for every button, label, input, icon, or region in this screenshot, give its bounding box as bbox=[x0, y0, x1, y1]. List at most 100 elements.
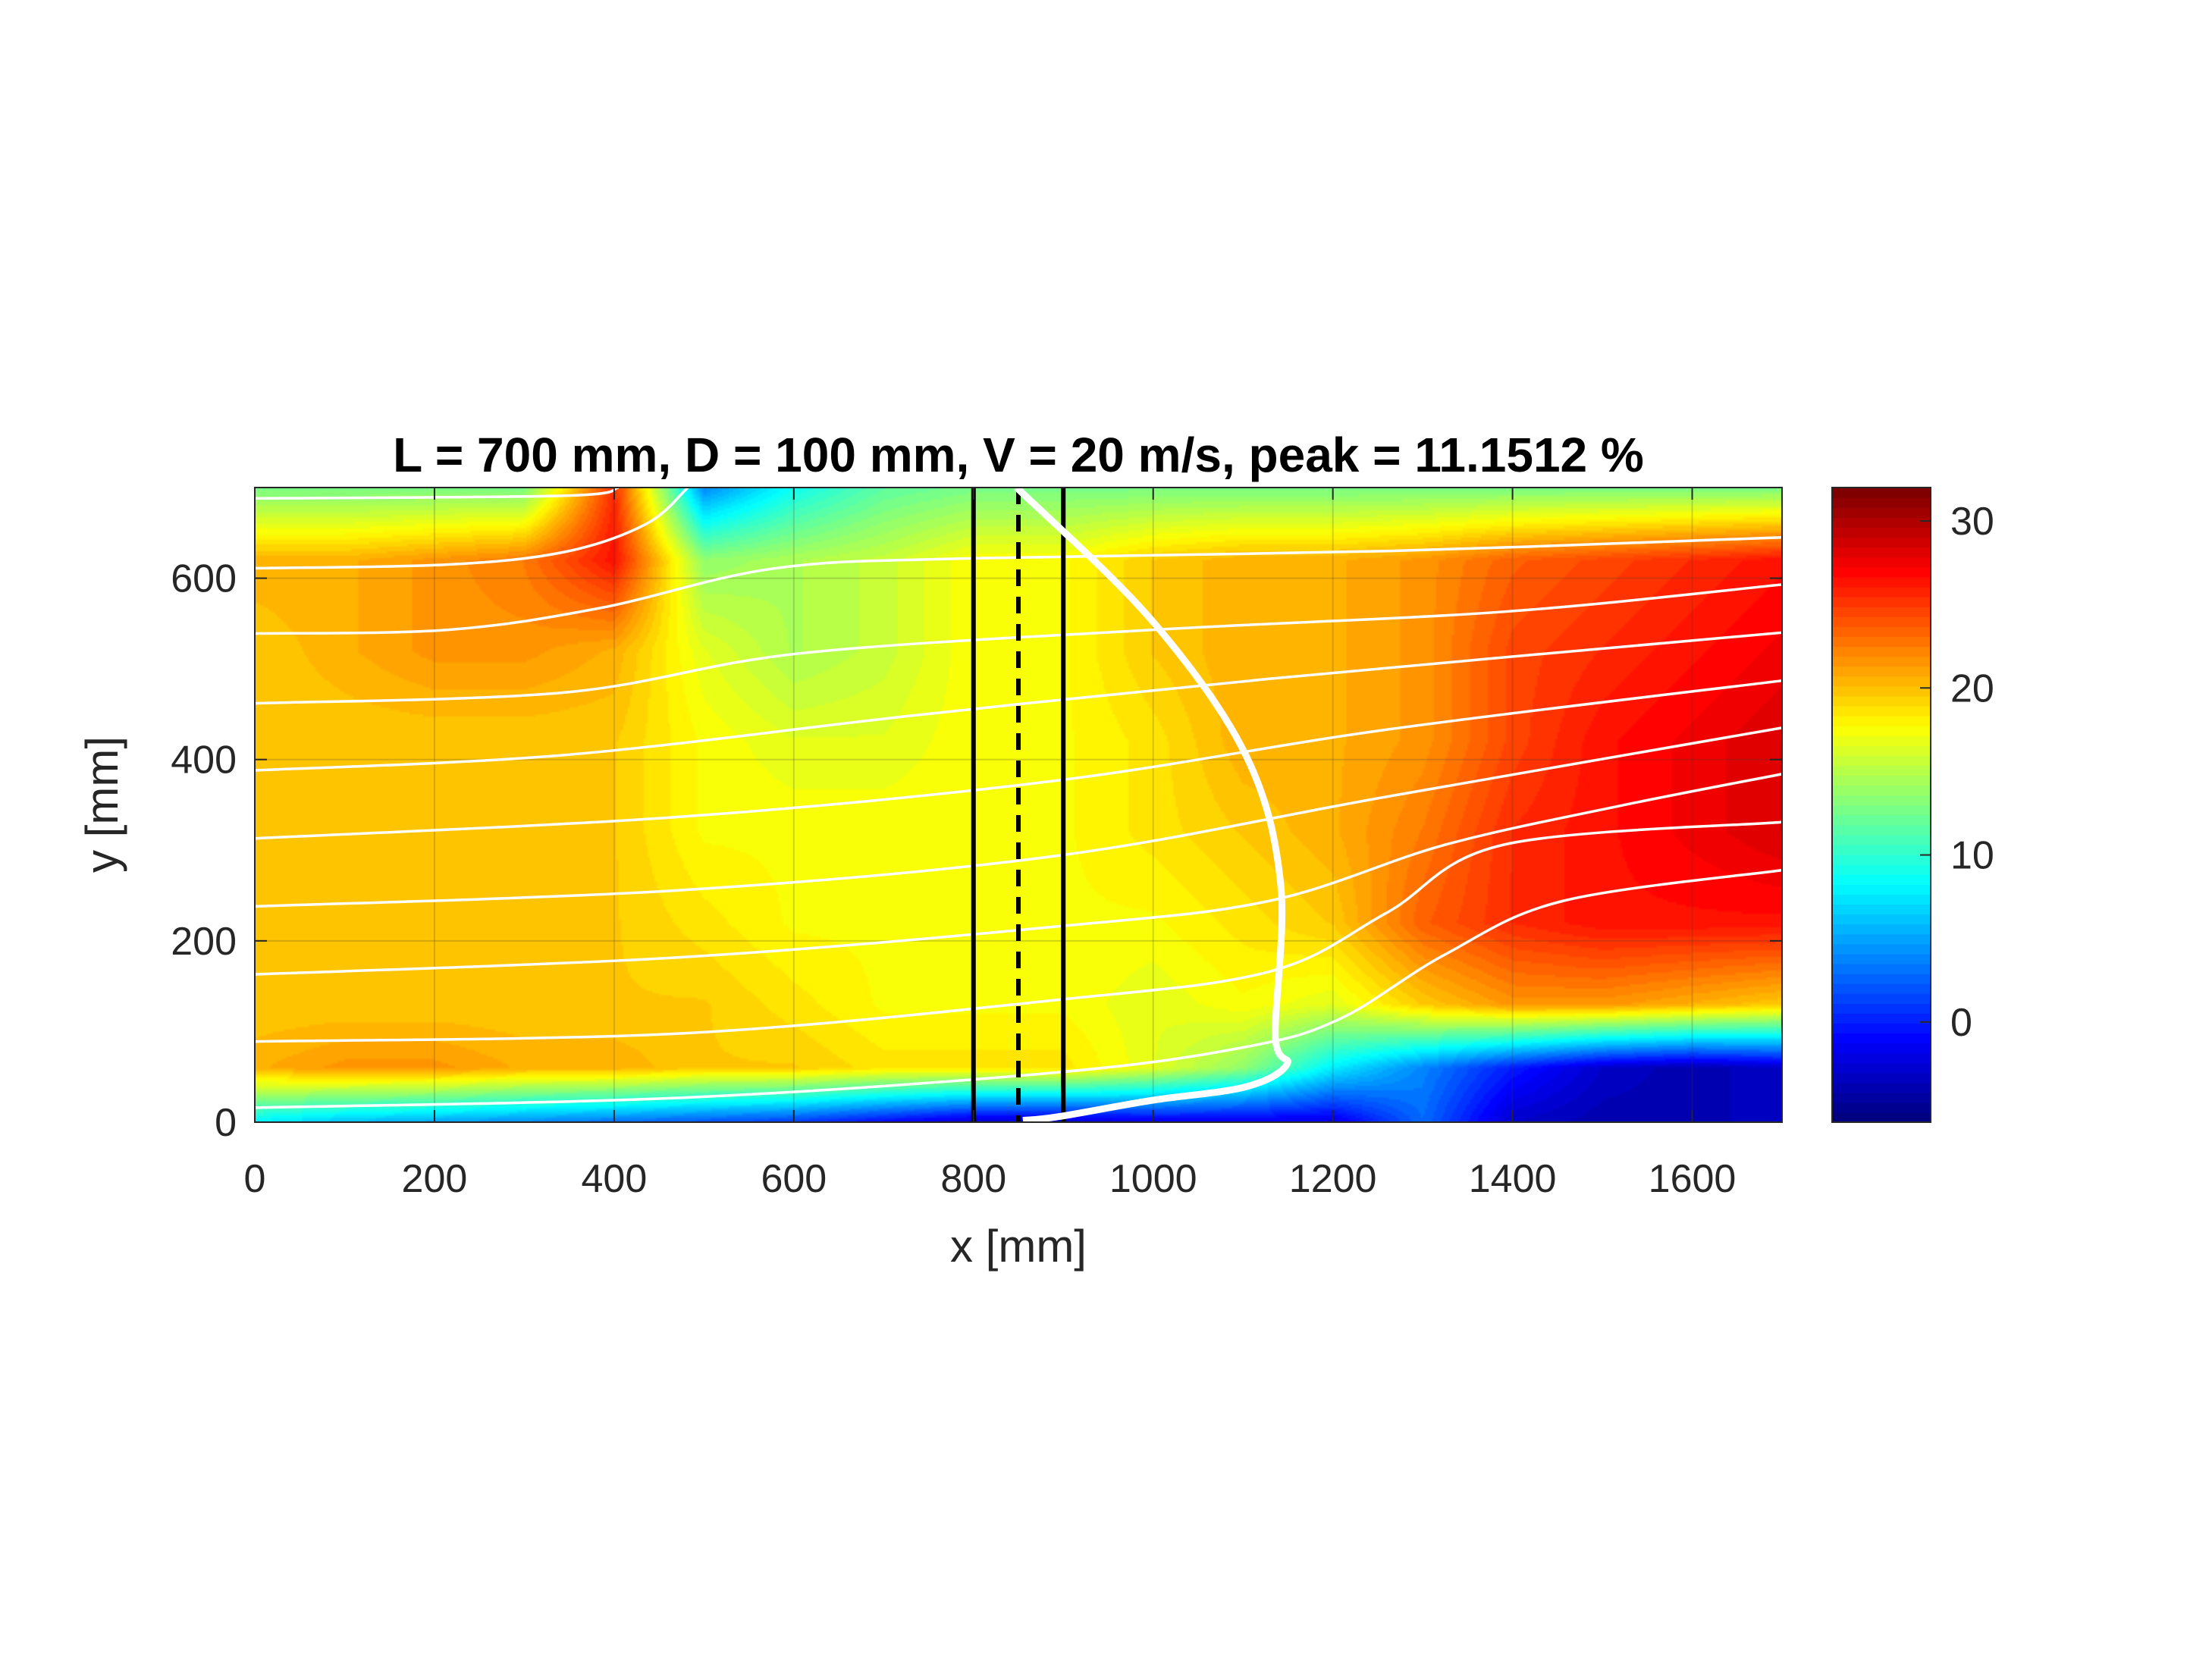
y-tick-label: 600 bbox=[171, 557, 237, 601]
streamline bbox=[254, 868, 1783, 1109]
colorbar-segment bbox=[1832, 943, 1931, 955]
y-tick-label: 0 bbox=[215, 1101, 237, 1145]
colorbar-segment bbox=[1832, 795, 1931, 806]
colorbar-segment bbox=[1832, 715, 1931, 726]
colorbar-segment bbox=[1832, 824, 1931, 836]
streamline bbox=[254, 536, 1783, 635]
colorbar-segment bbox=[1832, 844, 1931, 855]
colorbar-tick-label: 10 bbox=[1950, 834, 1994, 878]
x-axis: 0 200 400 600 800 1000 1200 1400 1600 bbox=[244, 488, 1737, 1201]
streamlines bbox=[254, 486, 1783, 1109]
colorbar-segment bbox=[1832, 557, 1931, 568]
vertical-lines bbox=[971, 488, 1066, 1122]
colorbar-segment bbox=[1832, 834, 1931, 845]
streamline bbox=[254, 820, 1783, 1043]
chart-title: L = 700 mm, D = 100 mm, V = 20 m/s, peak… bbox=[393, 428, 1644, 482]
colorbar-segment bbox=[1832, 596, 1931, 607]
x-tick-label: 600 bbox=[761, 1157, 827, 1201]
streamline bbox=[254, 679, 1783, 840]
colorbar-segment bbox=[1832, 884, 1931, 895]
colorbar-segment bbox=[1832, 864, 1931, 875]
y-axis-label: y [mm] bbox=[77, 736, 127, 873]
colorbar-segment bbox=[1832, 953, 1931, 964]
colorbar-segment bbox=[1832, 785, 1931, 796]
streamline bbox=[254, 486, 689, 570]
colorbar-segment bbox=[1832, 636, 1931, 648]
colorbar-segment bbox=[1832, 1102, 1931, 1113]
y-axis: 0 200 400 600 bbox=[171, 557, 1782, 1145]
streamline bbox=[254, 583, 1783, 705]
y-tick-label: 200 bbox=[171, 920, 237, 964]
colorbar: 0 10 20 30 bbox=[1831, 487, 1994, 1123]
x-tick-label: 1200 bbox=[1289, 1157, 1377, 1201]
x-tick-label: 1600 bbox=[1649, 1157, 1737, 1201]
colorbar-segment bbox=[1832, 755, 1931, 766]
colorbar-segment bbox=[1832, 973, 1931, 984]
colorbar-segment bbox=[1832, 1062, 1931, 1074]
colorbar-segment bbox=[1832, 616, 1931, 627]
colorbar-segment bbox=[1832, 814, 1931, 826]
colorbar-segment bbox=[1832, 586, 1931, 597]
colorbar-segment bbox=[1832, 666, 1931, 677]
colorbar-segment bbox=[1832, 1052, 1931, 1064]
colorbar-segment bbox=[1832, 1033, 1931, 1044]
colorbar-segment bbox=[1832, 1023, 1931, 1034]
streamline bbox=[254, 773, 1783, 976]
colorbar-segment bbox=[1832, 1082, 1931, 1093]
colorbar-tick-label: 0 bbox=[1950, 1001, 1972, 1045]
colorbar-segment bbox=[1832, 705, 1931, 717]
colorbar-segment bbox=[1832, 765, 1931, 776]
x-tick-label: 800 bbox=[940, 1157, 1006, 1201]
colorbar-segment bbox=[1832, 1112, 1931, 1123]
colorbar-tick-label: 30 bbox=[1950, 500, 1994, 544]
colorbar-segment bbox=[1832, 695, 1931, 707]
colorbar-segment bbox=[1832, 914, 1931, 925]
colorbar-segment bbox=[1832, 735, 1931, 746]
colorbar-segment bbox=[1832, 656, 1931, 667]
colorbar-segment bbox=[1832, 576, 1931, 588]
colorbar-segment bbox=[1832, 993, 1931, 1004]
colorbar-segment bbox=[1832, 963, 1931, 974]
x-tick-label: 200 bbox=[402, 1157, 468, 1201]
colorbar-segment bbox=[1832, 983, 1931, 994]
colorbar-segment bbox=[1832, 804, 1931, 816]
colorbar-segment bbox=[1832, 497, 1931, 508]
x-tick-label: 1000 bbox=[1109, 1157, 1197, 1201]
colorbar-segment bbox=[1832, 566, 1931, 578]
colorbar-segment bbox=[1832, 676, 1931, 687]
colorbar-tick-label: 20 bbox=[1950, 666, 1994, 710]
colorbar-segment bbox=[1832, 626, 1931, 637]
x-tick-label: 400 bbox=[581, 1157, 647, 1201]
colorbar-segment bbox=[1832, 517, 1931, 528]
colorbar-segment bbox=[1832, 745, 1931, 756]
colorbar-segment bbox=[1832, 1043, 1931, 1054]
colorbar-segment bbox=[1832, 775, 1931, 786]
x-tick-label: 0 bbox=[244, 1157, 266, 1201]
y-tick-label: 400 bbox=[171, 739, 237, 782]
colorbar-frame bbox=[1831, 487, 1931, 1123]
colorbar-segment bbox=[1832, 1072, 1931, 1084]
colorbar-segment bbox=[1832, 1003, 1931, 1014]
colorbar-segment bbox=[1832, 894, 1931, 905]
colorbar-segment bbox=[1832, 488, 1931, 498]
x-tick-label: 1400 bbox=[1469, 1157, 1557, 1201]
colorbar-segment bbox=[1832, 924, 1931, 935]
colorbar-segment bbox=[1832, 1013, 1931, 1024]
streamline bbox=[254, 726, 1783, 908]
x-axis-label: x [mm] bbox=[950, 1221, 1087, 1272]
colorbar-segment bbox=[1832, 933, 1931, 945]
colorbar-segment bbox=[1832, 904, 1931, 915]
profile-curve bbox=[1014, 485, 1291, 1124]
colorbar-segment bbox=[1832, 547, 1931, 558]
plot-frame bbox=[254, 487, 1783, 1123]
colorbar-segment bbox=[1832, 685, 1931, 697]
colorbar-segment bbox=[1832, 537, 1931, 548]
streamline bbox=[254, 486, 620, 500]
colorbar-segment bbox=[1832, 854, 1931, 865]
colorbar-segment bbox=[1832, 507, 1931, 519]
streamline bbox=[254, 631, 1783, 772]
colorbar-segment bbox=[1832, 874, 1931, 885]
colorbar-segment bbox=[1832, 1092, 1931, 1103]
colorbar-segment bbox=[1832, 725, 1931, 736]
